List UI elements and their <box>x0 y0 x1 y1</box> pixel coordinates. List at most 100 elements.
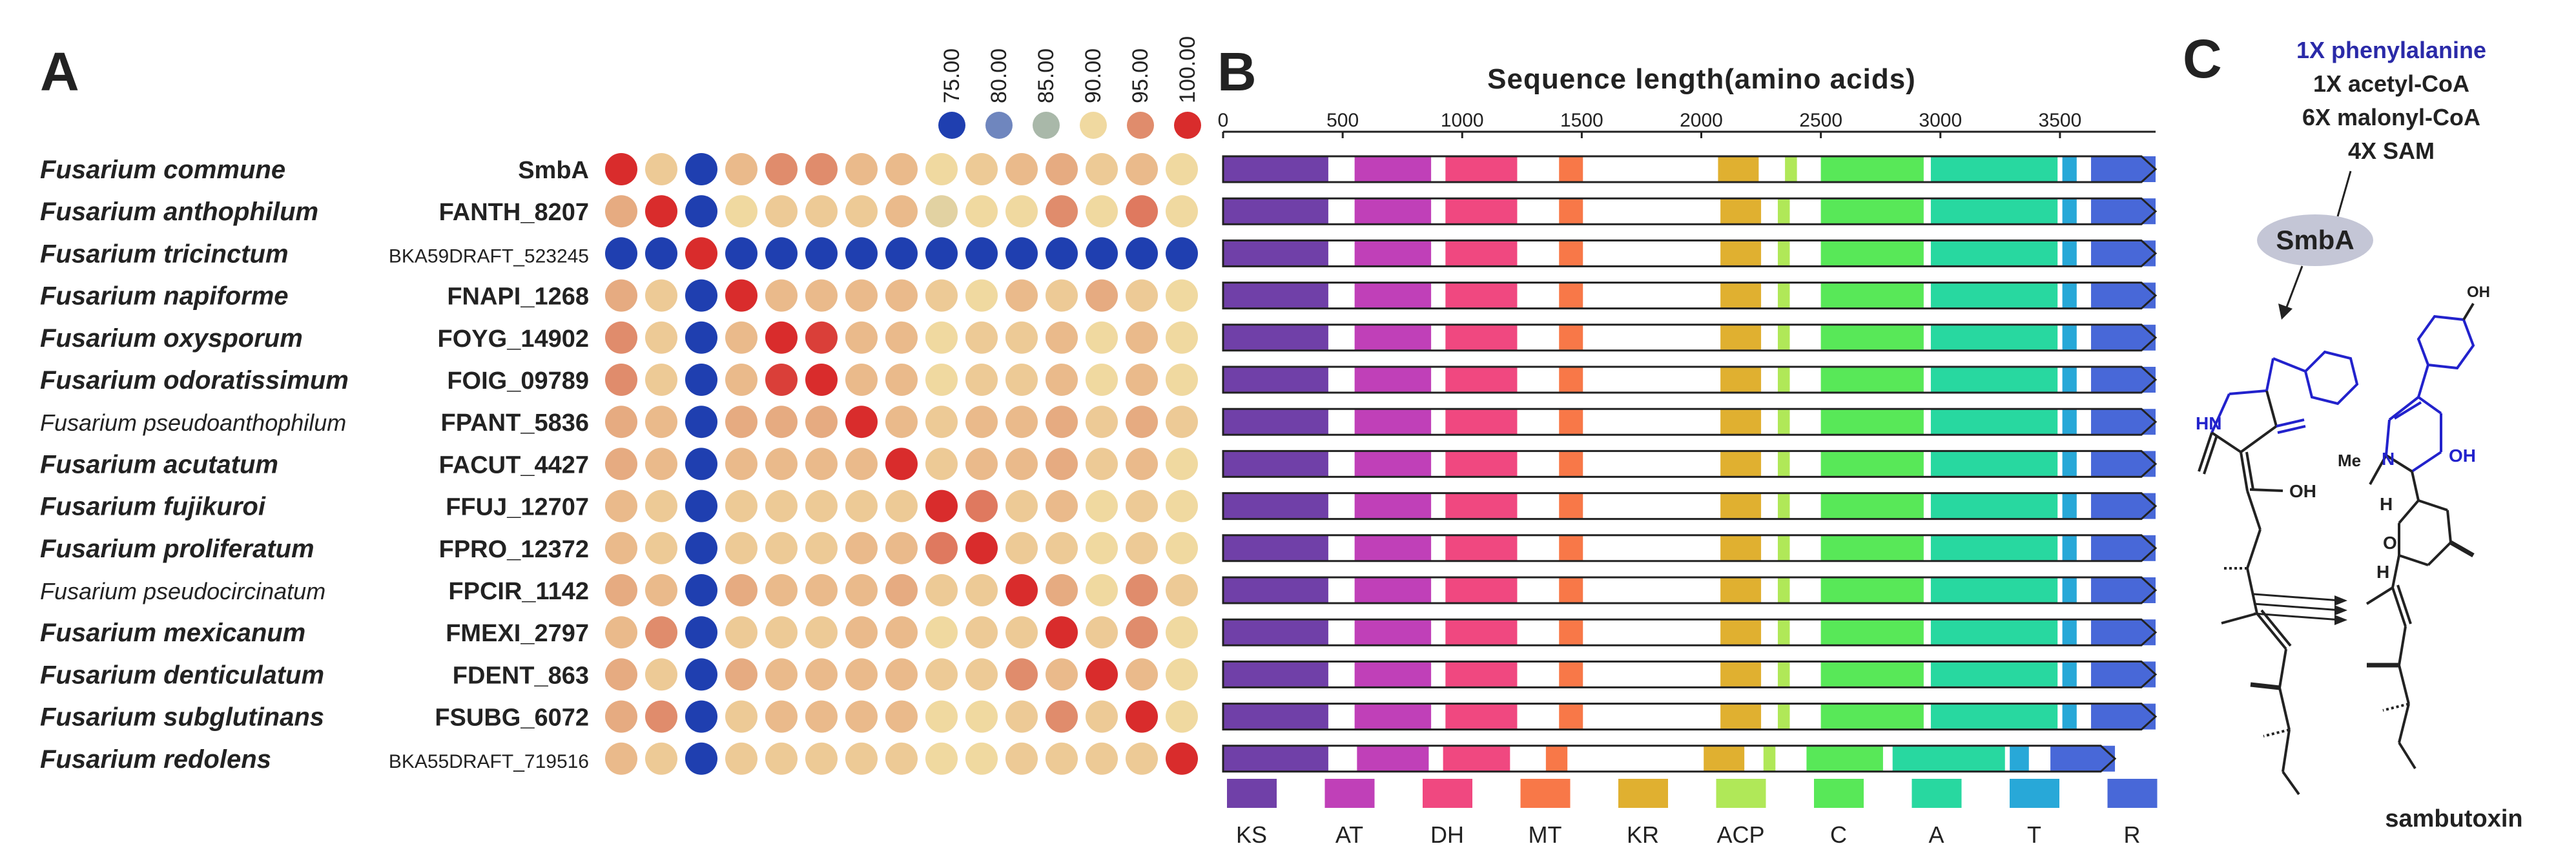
protein-outline <box>1222 407 2158 436</box>
domain-block <box>1445 661 1518 688</box>
protein-outline <box>1222 703 2158 731</box>
protein-outline <box>1222 197 2158 225</box>
identity-dot <box>1005 406 1038 438</box>
identity-dot <box>645 195 677 228</box>
scale-dot <box>985 112 1013 139</box>
identity-dot <box>685 490 717 522</box>
domain-block <box>1223 535 1328 561</box>
domain-block <box>1720 324 1762 351</box>
identity-dot <box>605 237 637 270</box>
identity-dot <box>1126 742 1158 775</box>
identity-dot <box>645 153 677 185</box>
identity-dot <box>925 279 958 312</box>
identity-dot <box>805 616 838 649</box>
gene-label: FOYG_14902 <box>438 325 589 353</box>
species-label: Fusarium anthophilum <box>40 198 318 226</box>
enzyme-label: SmbA <box>2276 225 2354 255</box>
protein-outline <box>1222 492 2158 521</box>
identity-dot <box>805 406 838 438</box>
domain-block <box>1223 409 1328 435</box>
domain-block <box>1559 451 1583 477</box>
identity-dot <box>1086 616 1118 649</box>
gene-label: BKA55DRAFT_719516 <box>389 751 589 772</box>
identity-dot <box>1086 153 1118 185</box>
species-labels: Fusarium commune Fusarium anthophilum Fusa… <box>40 156 349 774</box>
identity-dot <box>885 700 918 733</box>
axis-tick-label: 500 <box>1326 110 1359 131</box>
identity-dot <box>725 700 757 733</box>
domain-block <box>2062 409 2077 435</box>
protein-bar <box>1222 449 2158 478</box>
identity-dot <box>965 279 998 312</box>
identity-dot <box>925 700 958 733</box>
identity-dot <box>845 279 878 312</box>
identity-dot <box>685 531 717 564</box>
reaction-arrows <box>2253 593 2342 621</box>
axis-tick-label: 2000 <box>1680 110 1723 131</box>
domain-block <box>1354 493 1432 519</box>
domain-block <box>1777 493 1790 519</box>
reaction-arrowhead-2 <box>2334 605 2347 615</box>
gene-label: FPANT_5836 <box>440 409 589 437</box>
domain-block <box>1806 745 1883 772</box>
identity-dot <box>725 153 757 185</box>
domain-block <box>1820 703 1924 730</box>
domain-block <box>2062 198 2077 225</box>
domain-block <box>1720 703 1762 730</box>
domain-block <box>1354 535 1432 561</box>
gene-label: FPCIR_1142 <box>448 578 589 605</box>
domain-block <box>1559 661 1583 688</box>
scale-dot <box>1033 112 1060 139</box>
atom-oh-intermediate: OH <box>2289 481 2316 501</box>
domain-block <box>1720 240 1762 267</box>
identity-dot <box>1046 195 1078 228</box>
protein-bar <box>1222 576 2158 604</box>
protein-bar <box>1222 197 2158 225</box>
identity-dot <box>885 406 918 438</box>
identity-dot <box>885 321 918 354</box>
identity-dot <box>605 153 637 185</box>
identity-dot <box>885 616 918 649</box>
domain-block <box>1820 240 1924 267</box>
identity-dot <box>685 658 717 691</box>
protein-outline <box>1222 155 2158 183</box>
identity-dot <box>885 364 918 396</box>
domain-legend: KS AT DH MT KR ACP C A T R <box>1227 779 2158 848</box>
domain-block <box>1930 240 2058 267</box>
gene-label: BKA59DRAFT_523245 <box>389 245 589 267</box>
domain-block <box>1223 661 1328 688</box>
identity-dot <box>1166 237 1198 270</box>
domain-block <box>1777 367 1790 393</box>
identity-dot <box>605 531 637 564</box>
domain-block <box>1820 409 1924 435</box>
scale-label: 85.00 <box>1034 48 1058 103</box>
atom-me: Me <box>2338 451 2361 470</box>
legend-swatch <box>1520 779 1571 808</box>
identity-dot <box>685 279 717 312</box>
domain-block <box>1930 619 2058 646</box>
identity-dot <box>725 237 757 270</box>
identity-dot <box>1126 406 1158 438</box>
legend-swatch <box>1324 779 1375 808</box>
protein-outline <box>1222 282 2158 310</box>
domain-block <box>1354 156 1432 182</box>
domain-block <box>1820 324 1924 351</box>
identity-dot <box>765 321 798 354</box>
identity-dot <box>1005 153 1038 185</box>
domain-block <box>1930 409 2058 435</box>
domain-block <box>1720 409 1762 435</box>
identity-dot <box>1166 364 1198 396</box>
identity-dot <box>805 531 838 564</box>
gene-label: FPRO_12372 <box>439 536 589 563</box>
gene-label: FMEXI_2797 <box>446 620 589 647</box>
identity-dot <box>1046 658 1078 691</box>
identity-dot <box>1046 406 1078 438</box>
identity-dot <box>1046 364 1078 396</box>
intermediate-structure <box>2198 350 2359 796</box>
identity-dot <box>645 279 677 312</box>
substrate-sam: 4X SAM <box>2348 138 2435 164</box>
identity-dot <box>845 406 878 438</box>
identity-dot <box>1166 700 1198 733</box>
domain-block <box>1820 367 1924 393</box>
atom-hn: HN <box>2196 413 2221 433</box>
